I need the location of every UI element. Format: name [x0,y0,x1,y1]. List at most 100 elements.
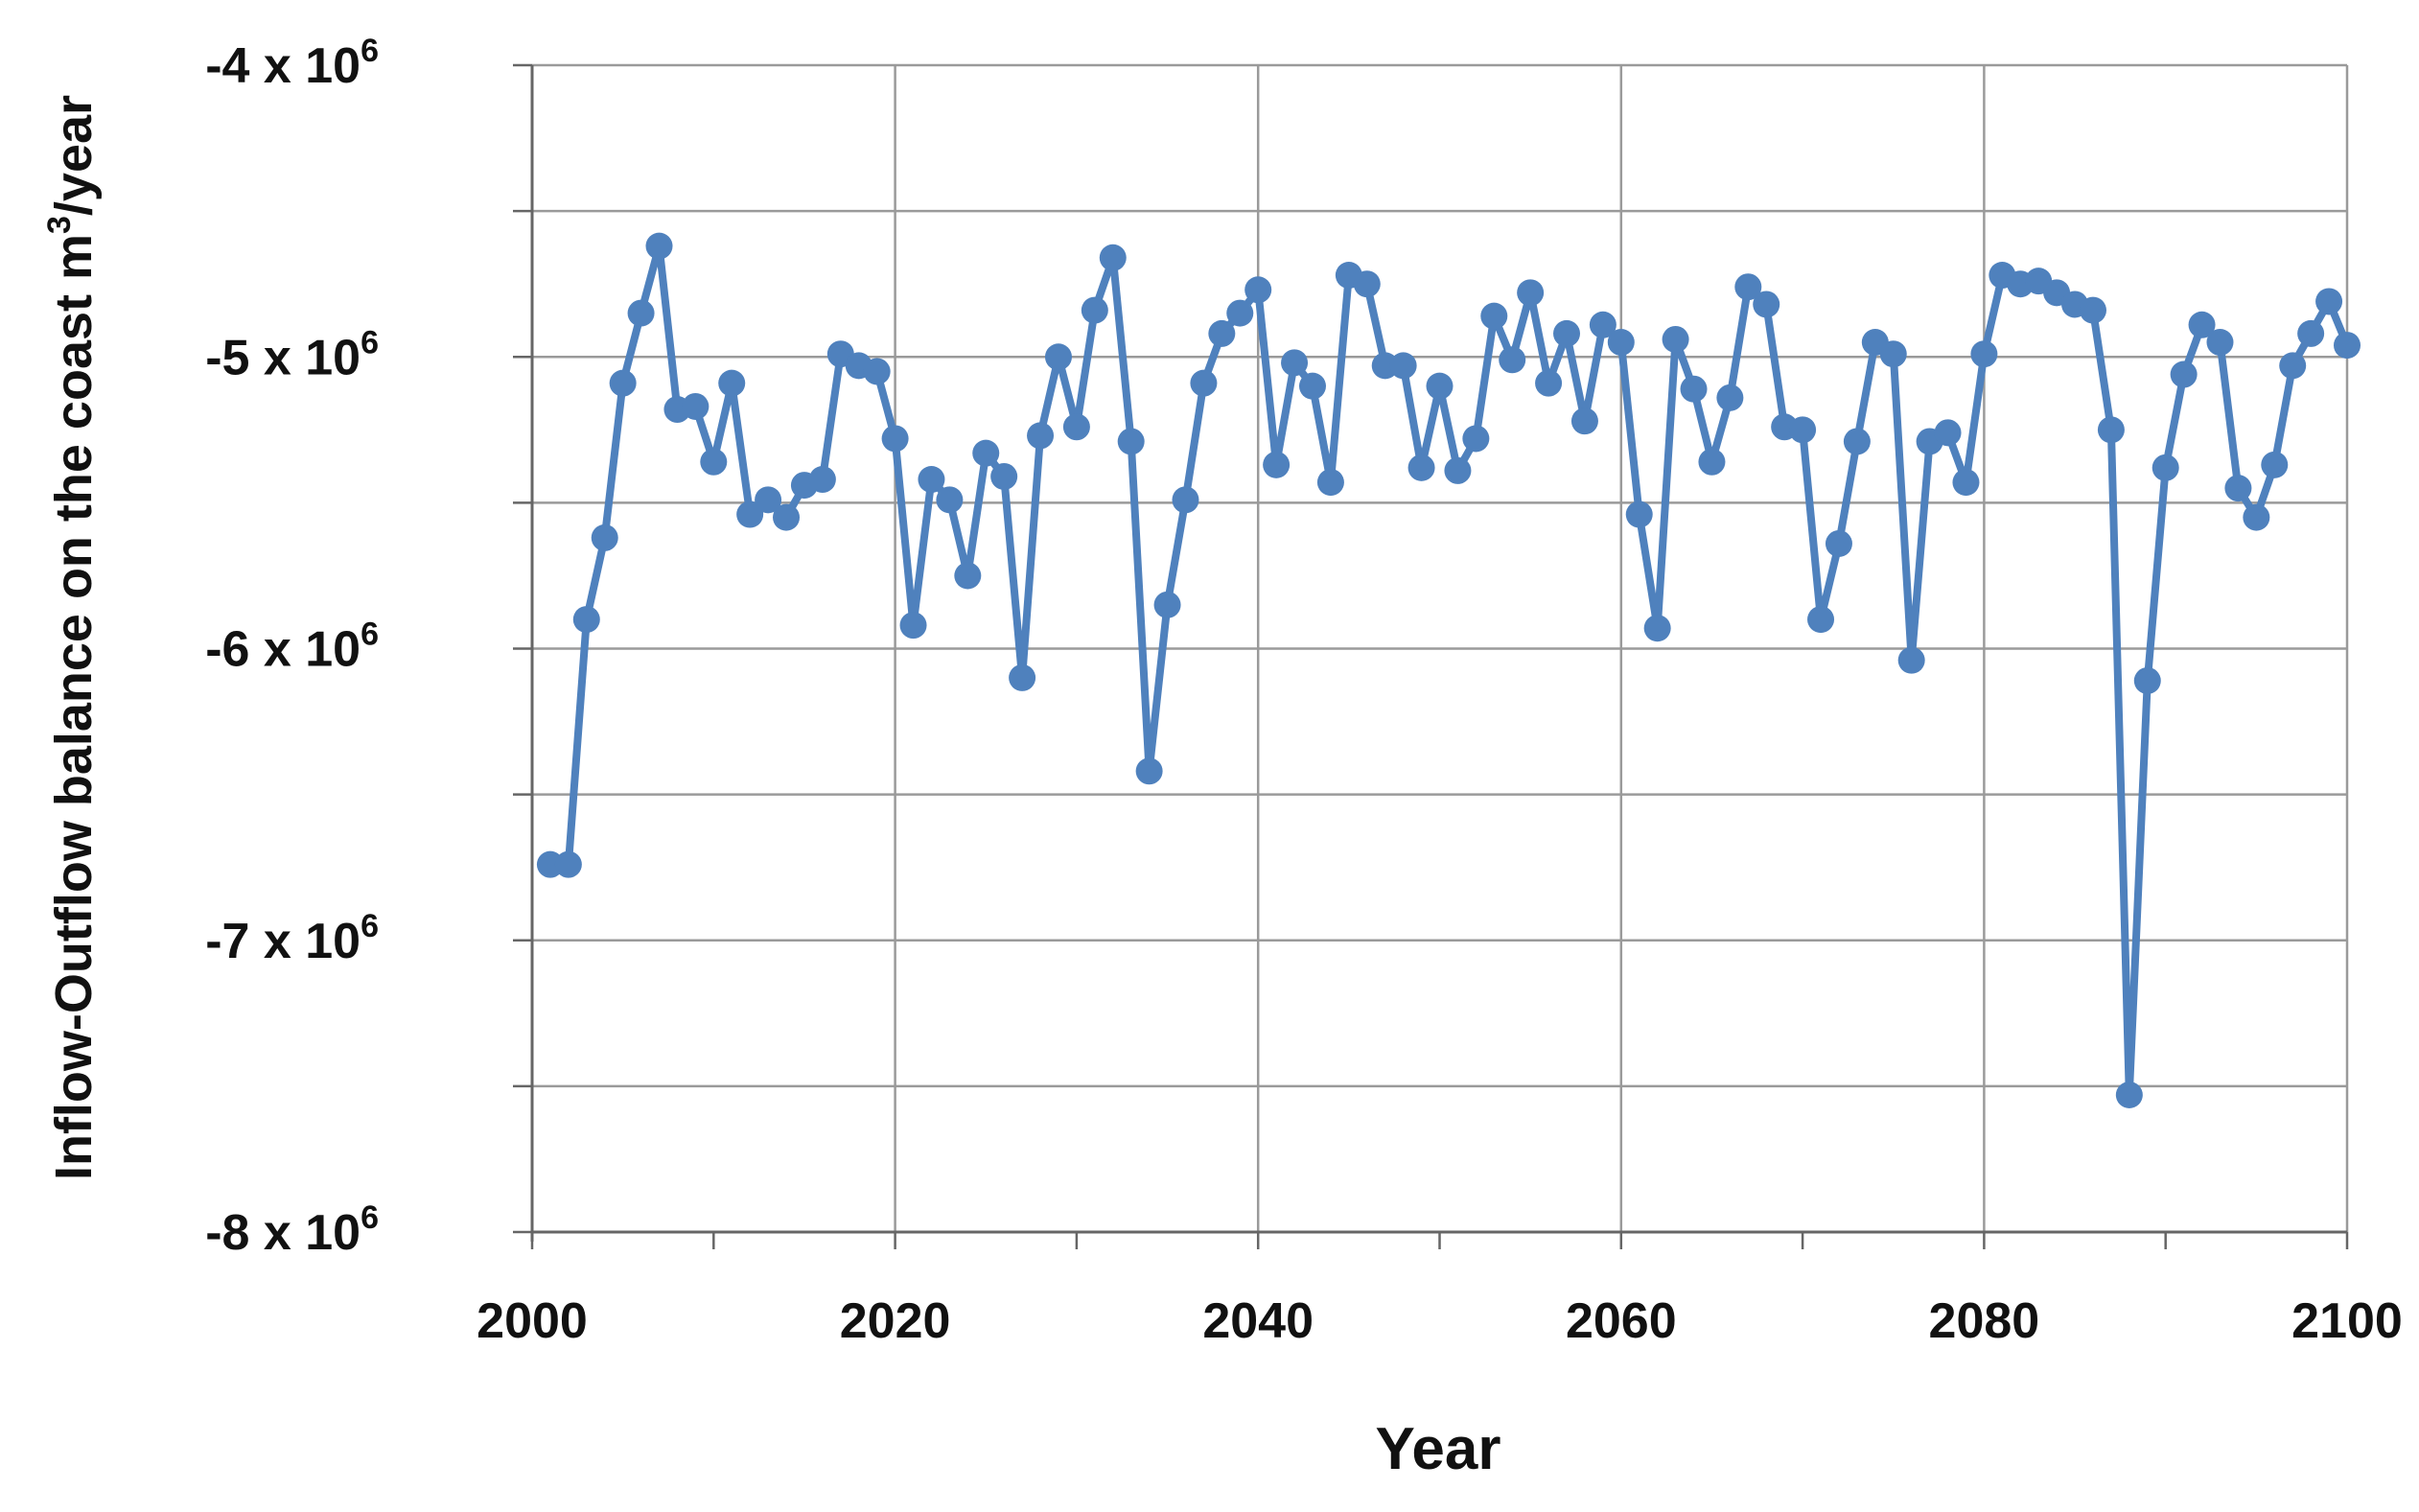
data-point [1353,270,1381,298]
data-point [1208,319,1236,347]
data-point [1535,369,1563,397]
data-point [990,462,1018,490]
data-point [1135,757,1163,785]
data-point [881,425,909,453]
x-tick-label: 2000 [477,1293,588,1349]
data-point [2297,319,2325,347]
data-point [554,850,582,878]
data-point [2170,361,2198,388]
data-point [1244,276,1272,304]
y-tick-label: -8 x 106 [205,1199,379,1261]
data-point [609,369,637,397]
data-point [1172,486,1199,514]
data-point [1298,372,1326,400]
data-point [808,466,836,494]
data-point [1789,416,1817,444]
data-point [1570,407,1598,435]
y-tick-label: -4 x 106 [205,33,379,94]
x-tick-label: 2040 [1202,1293,1314,1349]
data-point [1843,428,1871,455]
data-point [1662,325,1689,353]
data-point [1226,299,1254,327]
data-point [1643,615,1671,642]
y-tick-label-mantissa: -8 x 10 [205,1205,361,1261]
data-point [1444,456,1472,484]
data-point [1753,291,1780,318]
data-point [2243,503,2270,531]
data-point [2188,311,2216,338]
data-point [645,232,673,260]
data-point [1553,319,1581,347]
data-point [863,358,891,385]
data-point [2334,332,2361,360]
y-tick-label-exponent: 6 [361,908,379,944]
data-point [1716,384,1744,411]
x-tick-label: 2080 [1929,1293,2040,1349]
data-point [1281,349,1309,377]
y-tick-label-mantissa: -6 x 10 [205,622,361,678]
data-point [2079,296,2106,324]
tick-labels: -4 x 106-5 x 106-6 x 106-7 x 106-8 x 106… [205,33,2403,1349]
data-series [536,232,2361,1109]
y-tick-label-exponent: 6 [361,33,379,69]
data-point [1044,343,1072,371]
data-point [1879,340,1907,368]
data-point [2152,454,2179,481]
data-point [1099,244,1127,271]
data-point [627,299,655,327]
data-point [936,486,964,514]
data-point [1117,428,1145,455]
data-point [2097,416,2125,444]
data-point [1263,451,1291,478]
data-point [1625,500,1653,528]
data-point [2133,666,2161,694]
y-tick-label-exponent: 6 [361,324,379,361]
data-point [899,612,927,640]
data-point [954,562,982,590]
data-point [1153,591,1181,618]
data-point [2115,1082,2143,1109]
x-tick-label: 2100 [2291,1293,2403,1349]
data-point [718,369,746,397]
data-point [1807,606,1835,634]
y-tick-label-exponent: 6 [361,1199,379,1236]
x-tick-label: 2020 [840,1293,951,1349]
data-point [1698,448,1726,476]
data-point [1734,273,1762,301]
data-point [736,500,764,528]
y-axis-title: Inflow-Outflow balance on the coast m3/y… [41,95,103,1180]
y-axis-title-tail: /year [45,95,103,216]
y-tick-label-mantissa: -4 x 10 [205,38,361,94]
data-point [1607,329,1635,357]
gridlines [532,63,2349,1232]
data-point [1462,425,1490,453]
data-point [773,503,801,531]
data-point [1062,413,1090,441]
data-point [2261,451,2289,478]
x-axis-title: Year [1375,1416,1500,1482]
series-line [546,242,2351,1099]
data-point [2315,288,2343,315]
y-axis-title-main: Inflow-Outflow balance on the coast m [45,234,103,1180]
data-point [1407,454,1435,481]
data-point [591,523,618,551]
data-point [572,606,600,634]
y-tick-label: -6 x 106 [205,616,379,678]
data-point [1499,346,1526,374]
data-point [2279,352,2307,380]
y-tick-label-mantissa: -7 x 10 [205,914,361,969]
y-tick-label: -5 x 106 [205,324,379,385]
y-tick-label: -7 x 106 [205,908,379,969]
data-point [1952,469,1980,497]
y-tick-label-exponent: 6 [361,616,379,653]
data-point [918,466,945,494]
y-tick-label-mantissa: -5 x 10 [205,330,361,385]
data-point [1897,646,1925,674]
data-point [1934,419,1962,447]
data-point [1825,529,1852,557]
data-point [2224,475,2252,502]
data-point [1081,296,1108,324]
data-point [1389,352,1417,380]
data-point [1316,469,1344,497]
data-point [2206,329,2234,357]
